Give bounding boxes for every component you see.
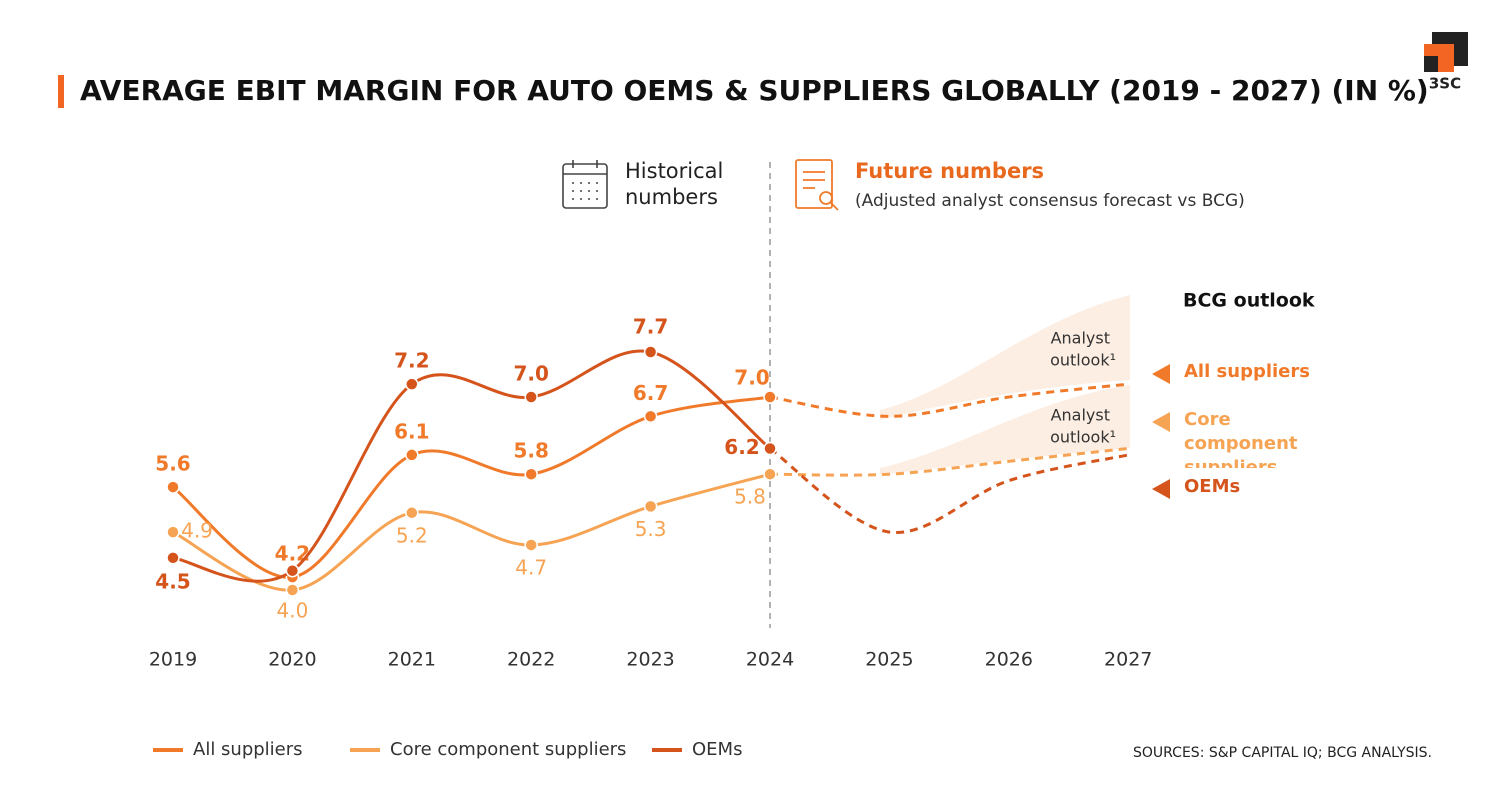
analyst-outlook: outlook¹ bbox=[1050, 428, 1116, 447]
outlook-title: BCG outlook bbox=[1183, 290, 1315, 312]
data-point bbox=[763, 390, 777, 404]
value-label: 4.0 bbox=[276, 599, 308, 623]
data-point bbox=[643, 409, 658, 424]
data-point bbox=[524, 390, 538, 404]
future-subtitle: (Adjusted analyst consensus forecast vs … bbox=[855, 191, 1245, 211]
value-label: 5.8 bbox=[513, 439, 548, 463]
calendar-icon bbox=[562, 160, 608, 209]
logo-icon bbox=[1424, 32, 1468, 72]
outlook-arrow bbox=[1152, 364, 1170, 384]
x-tick-label: 2023 bbox=[626, 649, 674, 671]
x-tick-label: 2025 bbox=[865, 649, 913, 671]
outlook-label: All suppliers bbox=[1184, 361, 1310, 382]
value-label: 5.3 bbox=[635, 517, 667, 541]
data-point bbox=[524, 467, 538, 481]
legend-label: All suppliers bbox=[193, 739, 303, 760]
x-tick-label: 2022 bbox=[507, 649, 555, 671]
value-label: 7.0 bbox=[734, 366, 769, 390]
value-label: 6.1 bbox=[394, 419, 429, 443]
value-label: 4.7 bbox=[515, 555, 547, 579]
x-tick-label: 2019 bbox=[149, 649, 197, 671]
data-point bbox=[166, 551, 180, 565]
series-line bbox=[172, 395, 771, 579]
data-point bbox=[643, 345, 658, 359]
data-point bbox=[763, 467, 777, 481]
x-tick-label: 2027 bbox=[1104, 649, 1152, 671]
outlook-arrow bbox=[1152, 479, 1170, 499]
data-point bbox=[643, 499, 658, 514]
logo-text: 3SC bbox=[1429, 75, 1461, 93]
value-label: 7.7 bbox=[633, 315, 668, 339]
series-line bbox=[172, 349, 771, 583]
outlook-label-box: Core component suppliers bbox=[1184, 409, 1298, 468]
value-label: 6.2 bbox=[724, 435, 759, 459]
title-bar bbox=[58, 75, 64, 108]
legend-label: OEMs bbox=[692, 739, 742, 760]
data-point bbox=[405, 377, 419, 391]
data-point bbox=[285, 583, 300, 597]
analyst-outlook: Analyst bbox=[1051, 406, 1110, 425]
x-tick-label: 2020 bbox=[268, 649, 316, 671]
value-label: 5.2 bbox=[396, 523, 428, 547]
value-label: 5.8 bbox=[734, 485, 766, 509]
historical-label: Historical bbox=[625, 159, 723, 183]
series-line bbox=[172, 472, 771, 592]
data-point bbox=[166, 525, 180, 539]
value-label: 4.2 bbox=[275, 542, 310, 566]
x-tick-label: 2026 bbox=[985, 649, 1033, 671]
data-point bbox=[763, 441, 777, 456]
x-tick-label: 2024 bbox=[746, 649, 794, 671]
outlook-band bbox=[880, 385, 1130, 475]
value-label: 4.5 bbox=[155, 569, 190, 593]
data-point bbox=[524, 538, 538, 552]
outlook-band bbox=[880, 295, 1130, 420]
value-label: 4.9 bbox=[181, 519, 213, 543]
outlook-label-box: OEMs bbox=[1184, 476, 1241, 497]
historical-label: numbers bbox=[625, 185, 718, 209]
data-point bbox=[405, 448, 419, 462]
source: SOURCES: S&P CAPITAL IQ; BCG ANALYSIS. bbox=[1133, 745, 1432, 761]
outlook-arrow bbox=[1152, 412, 1170, 432]
chart-title: AVERAGE EBIT MARGIN FOR AUTO OEMS & SUPP… bbox=[80, 74, 1429, 107]
value-label: 5.6 bbox=[155, 452, 190, 476]
future-title: Future numbers bbox=[855, 159, 1044, 183]
data-point bbox=[166, 480, 180, 494]
value-label: 7.0 bbox=[513, 362, 548, 386]
data-point bbox=[405, 506, 419, 520]
x-tick-label: 2021 bbox=[388, 649, 436, 671]
analyst-outlook: Analyst bbox=[1051, 329, 1110, 348]
value-label: 6.7 bbox=[633, 381, 668, 405]
legend-label: Core component suppliers bbox=[390, 739, 626, 760]
outlook-label: Core component suppliers bbox=[1184, 409, 1298, 468]
outlook-label-box: All suppliers bbox=[1184, 361, 1310, 382]
analyst-outlook: outlook¹ bbox=[1050, 351, 1116, 370]
data-point bbox=[285, 563, 300, 578]
outlook-label: OEMs bbox=[1184, 476, 1241, 497]
document-icon bbox=[795, 159, 839, 211]
value-label: 7.2 bbox=[394, 349, 429, 373]
